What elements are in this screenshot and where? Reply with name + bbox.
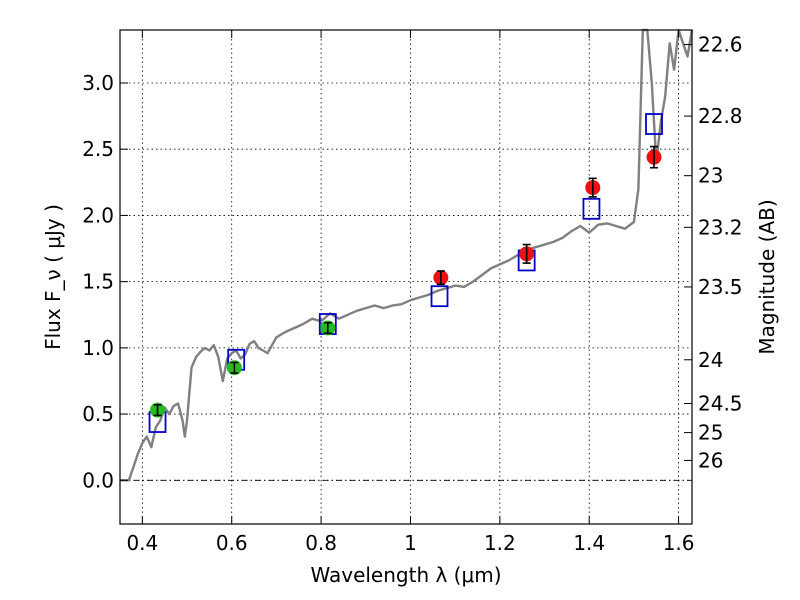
tick-labels: 0.4 0.6 0.8 1 1.2 1.4 1.6 0.0 0.5 1.0 1.5 2.0 2.5 3.0… bbox=[82, 33, 742, 555]
mag-tick-label: 23 bbox=[698, 164, 723, 188]
model-photometry-square bbox=[430, 285, 449, 308]
x-tick-label: 0.6 bbox=[216, 531, 248, 555]
y-tick-label: 1.0 bbox=[82, 336, 114, 360]
x-tick-label: 0.8 bbox=[305, 531, 337, 555]
x-axis-title: Wavelength λ (μm) bbox=[310, 563, 501, 587]
y-tick-label: 3.0 bbox=[82, 71, 114, 95]
mag-tick-label: 24.5 bbox=[698, 391, 743, 415]
y-tick-label: 1.5 bbox=[82, 270, 114, 294]
mag-tick-label: 23.2 bbox=[698, 215, 743, 239]
mag-tick-label: 25 bbox=[698, 421, 723, 445]
mag-tick-label: 26 bbox=[698, 448, 723, 472]
mag-tick-label: 22.8 bbox=[698, 104, 743, 128]
model-photometry-square bbox=[645, 113, 663, 135]
y-tick-label: 2.0 bbox=[82, 203, 114, 227]
spectrum-line bbox=[120, 28, 694, 482]
x-tick-label: 1.6 bbox=[663, 531, 695, 555]
plot-frame bbox=[119, 29, 693, 525]
y-tick-label: 2.5 bbox=[82, 137, 114, 161]
mag-tick-label: 23.5 bbox=[698, 275, 743, 299]
mag-tick-label: 22.6 bbox=[698, 33, 743, 57]
x-tick-label: 1.2 bbox=[484, 531, 516, 555]
axis-ticks bbox=[120, 30, 692, 524]
x-tick-label: 1.4 bbox=[573, 531, 605, 555]
spectrum-series bbox=[120, 28, 694, 482]
y2-axis-title: Magnitude (AB) bbox=[755, 199, 779, 354]
grid-lines bbox=[120, 30, 692, 524]
mag-tick-label: 24 bbox=[698, 348, 723, 372]
y-tick-label: 0.5 bbox=[82, 402, 114, 426]
model-photometry-square bbox=[582, 197, 601, 220]
x-tick-label: 0.4 bbox=[126, 531, 158, 555]
photometry-markers bbox=[148, 113, 663, 433]
y-axis-title: Flux F_ν ( μJy ) bbox=[41, 204, 65, 350]
x-tick-label: 1 bbox=[404, 531, 417, 555]
y-tick-label: 0.0 bbox=[82, 468, 114, 492]
